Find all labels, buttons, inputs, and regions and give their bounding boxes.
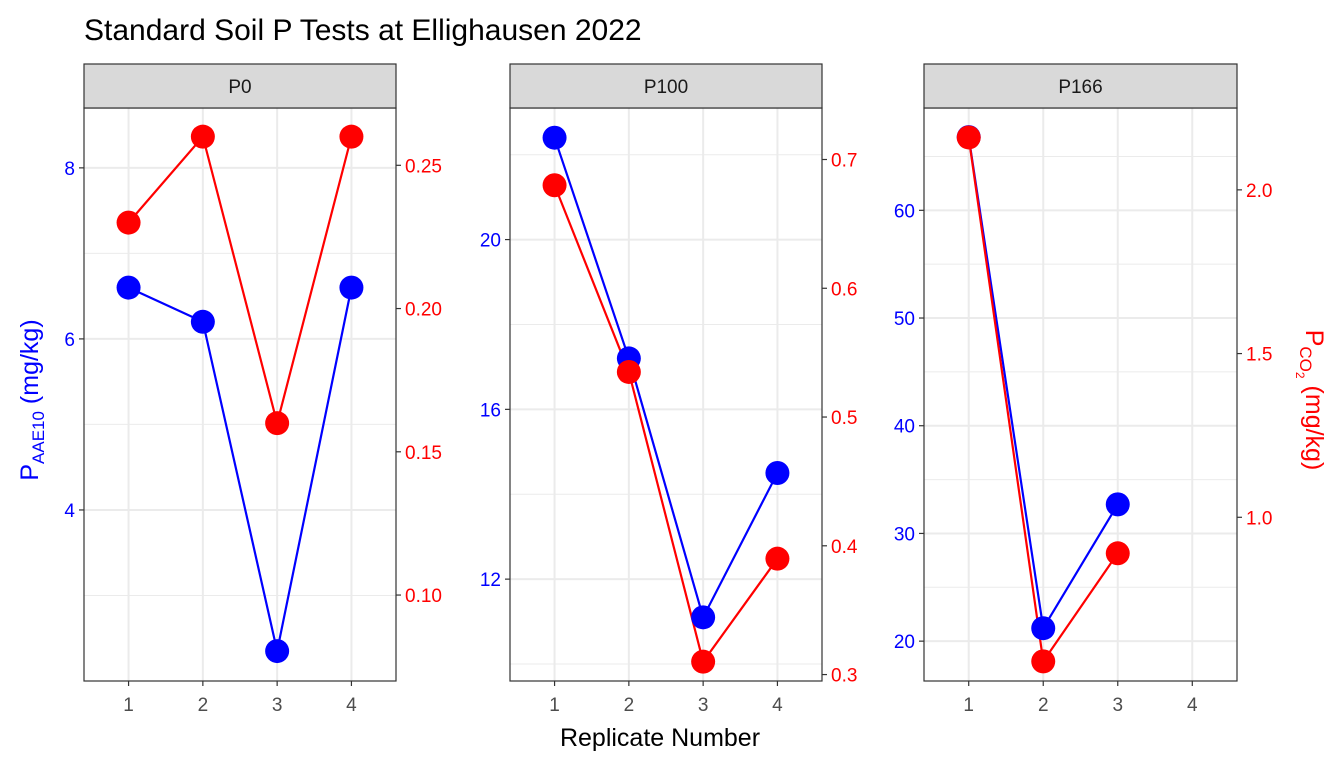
left-axis-tick-label: 12 <box>480 570 501 591</box>
data-point-co2 <box>765 546 790 571</box>
axis-title-subsubscript: 2 <box>1293 372 1307 379</box>
right-axis-tick-label: 1.0 <box>1246 508 1272 529</box>
facet-strip-label: P166 <box>1058 77 1102 98</box>
data-point-co2 <box>116 210 141 235</box>
series-line-co2 <box>127 134 353 428</box>
axis-title-subscript: AAE10 <box>29 411 48 464</box>
axis-title-unit: (mg/kg) <box>1300 379 1328 471</box>
panel-background <box>924 108 1237 681</box>
left-axis-tick-label: 4 <box>64 501 75 522</box>
left-y-axis-title: PAAE10 (mg/kg) <box>16 319 48 480</box>
right-axis-tick-label: 0.7 <box>831 151 857 172</box>
x-axis-tick-label: 2 <box>624 695 635 716</box>
left-axis-tick-label: 30 <box>894 524 915 545</box>
data-point-aae10 <box>542 125 567 150</box>
x-axis-tick-label: 1 <box>549 695 560 716</box>
x-axis-tick-label: 3 <box>272 695 283 716</box>
data-point-co2 <box>339 124 364 149</box>
series-line-co2 <box>553 184 779 665</box>
x-axis-tick-label: 1 <box>963 695 974 716</box>
data-point-aae10 <box>1031 616 1056 641</box>
right-axis-tick-label: 0.5 <box>831 408 857 429</box>
right-axis-tick-label: 0.6 <box>831 279 857 300</box>
axis-title-unit: (mg/kg) <box>16 319 44 411</box>
x-axis-tick-label: 1 <box>123 695 134 716</box>
right-axis-tick-label: 0.10 <box>405 586 442 607</box>
panel-background <box>84 108 396 681</box>
data-point-aae10 <box>116 275 141 300</box>
data-point-co2 <box>542 173 567 198</box>
x-axis-tick-label: 4 <box>346 695 357 716</box>
data-point-co2 <box>691 649 716 674</box>
left-axis-tick-label: 8 <box>64 159 75 180</box>
x-axis-tick-label: 4 <box>1187 695 1198 716</box>
facet-panel-p0: P0 4 6 8 0.10 0.15 0.20 0.25 1 2 3 4 <box>64 63 442 716</box>
series-line-aae10 <box>128 286 353 652</box>
x-axis-title: Replicate Number <box>560 724 760 752</box>
right-axis-tick-label: 0.20 <box>405 300 442 321</box>
right-axis-tick-label: 0.15 <box>405 443 442 464</box>
left-axis-tick-label: 6 <box>64 330 75 351</box>
facet-strip-label: P100 <box>644 77 688 98</box>
data-point-aae10 <box>765 461 790 486</box>
facet-strip <box>923 63 1238 109</box>
right-y-axis-title: PCO2 (mg/kg) <box>1293 330 1328 471</box>
left-axis-tick-label: 60 <box>894 201 915 222</box>
axis-title-symbol: P <box>1300 330 1328 347</box>
x-axis-tick-label: 4 <box>772 695 783 716</box>
axis-title-subscript: CO <box>1296 346 1315 372</box>
facet-strip <box>509 63 823 109</box>
data-point-co2 <box>190 124 215 149</box>
data-point-aae10 <box>265 639 290 664</box>
data-point-aae10 <box>1105 492 1130 517</box>
right-axis-tick-label: 2.0 <box>1246 181 1272 202</box>
data-point-co2 <box>616 359 641 384</box>
data-point-aae10 <box>339 275 364 300</box>
data-point-co2 <box>1031 649 1056 674</box>
x-axis-tick-label: 2 <box>198 695 209 716</box>
left-axis-tick-label: 40 <box>894 417 915 438</box>
data-point-co2 <box>956 125 981 150</box>
data-point-aae10 <box>691 605 716 630</box>
right-axis-tick-label: 0.25 <box>405 156 442 177</box>
left-axis-tick-label: 16 <box>480 400 501 421</box>
right-axis-tick-label: 0.3 <box>831 666 857 687</box>
left-axis-tick-label: 20 <box>894 632 915 653</box>
data-point-co2 <box>265 411 290 436</box>
right-axis-tick-label: 0.4 <box>831 537 858 558</box>
right-axis-tick-label: 1.5 <box>1246 345 1272 366</box>
left-axis-tick-label: 50 <box>894 309 915 330</box>
series-line-aae10 <box>553 137 779 621</box>
data-point-aae10 <box>190 309 215 334</box>
x-axis-tick-label: 3 <box>698 695 709 716</box>
chart-title: Standard Soil P Tests at Ellighausen 202… <box>84 14 642 47</box>
x-axis-tick-label: 3 <box>1112 695 1123 716</box>
axis-title-symbol: P <box>16 464 44 481</box>
x-axis-tick-label: 2 <box>1038 695 1049 716</box>
left-axis-tick-label: 20 <box>480 231 501 252</box>
facet-strip-label: P0 <box>228 77 251 98</box>
facet-panel-p166: P166 20 30 40 50 60 1.0 1.5 2.0 1 2 3 4 <box>894 63 1272 716</box>
data-point-co2 <box>1105 541 1130 566</box>
facet-strip <box>83 63 397 109</box>
